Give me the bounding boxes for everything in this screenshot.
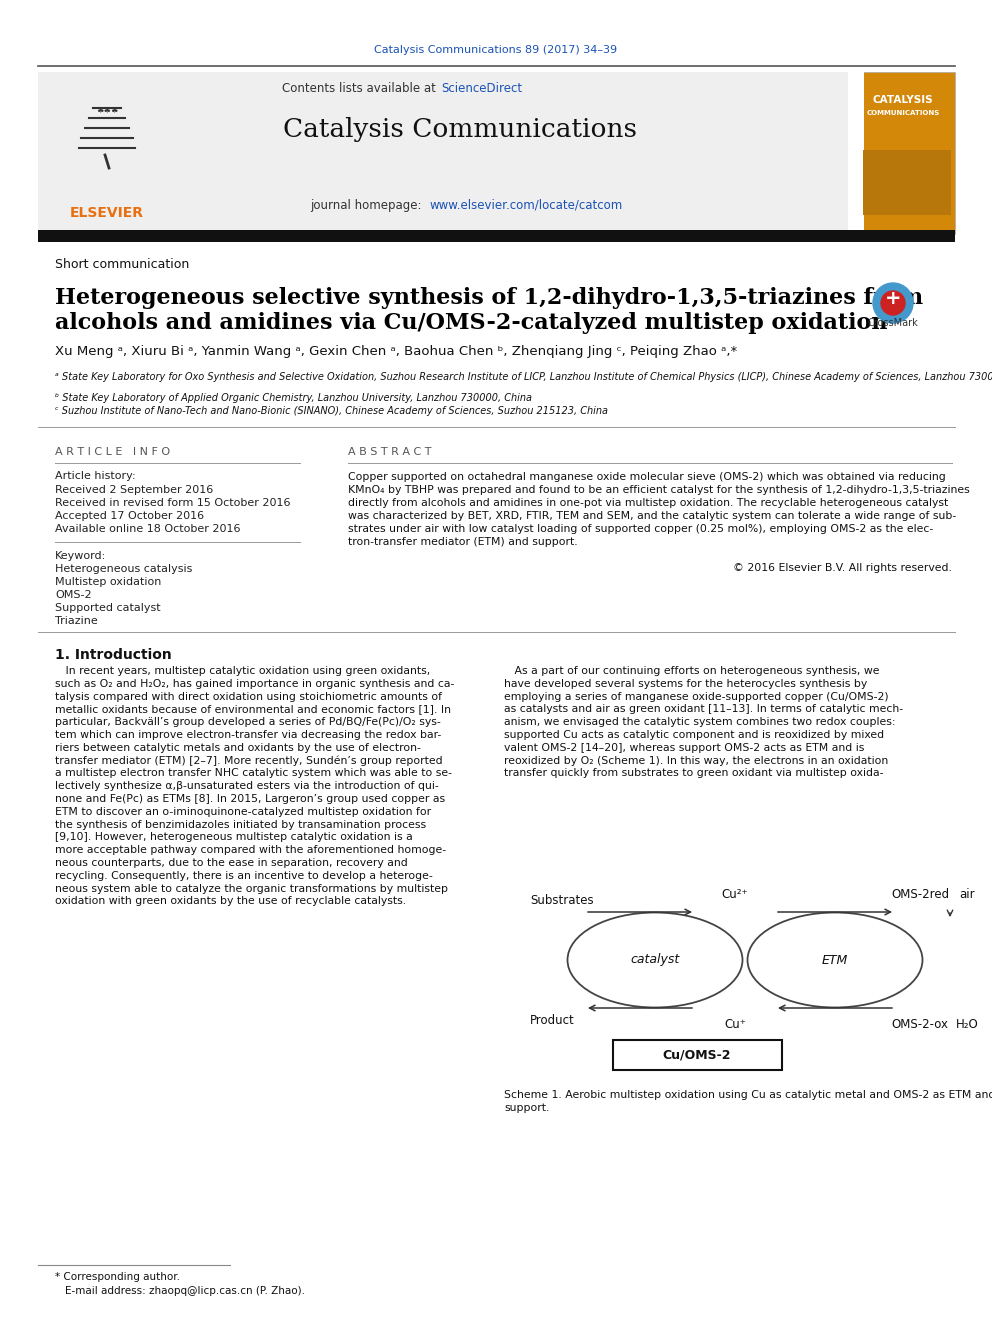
Text: Catalysis Communications: Catalysis Communications bbox=[283, 118, 637, 143]
Text: lectively synthesize α,β-unsaturated esters via the introduction of qui-: lectively synthesize α,β-unsaturated est… bbox=[55, 781, 438, 791]
Text: such as O₂ and H₂O₂, has gained importance in organic synthesis and ca-: such as O₂ and H₂O₂, has gained importan… bbox=[55, 679, 454, 689]
Text: valent OMS-2 [14–20], whereas support OMS-2 acts as ETM and is: valent OMS-2 [14–20], whereas support OM… bbox=[504, 742, 864, 753]
Text: as catalysts and air as green oxidant [11–13]. In terms of catalytic mech-: as catalysts and air as green oxidant [1… bbox=[504, 704, 903, 714]
FancyBboxPatch shape bbox=[852, 71, 864, 234]
Text: tem which can improve electron-transfer via decreasing the redox bar-: tem which can improve electron-transfer … bbox=[55, 730, 441, 740]
Text: neous system able to catalyze the organic transformations by multistep: neous system able to catalyze the organi… bbox=[55, 884, 448, 893]
Text: particular, Backväll’s group developed a series of Pd/BQ/Fe(Pc)/O₂ sys-: particular, Backväll’s group developed a… bbox=[55, 717, 440, 728]
Text: Cu⁺: Cu⁺ bbox=[724, 1019, 746, 1032]
Text: Scheme 1. Aerobic multistep oxidation using Cu as catalytic metal and OMS-2 as E: Scheme 1. Aerobic multistep oxidation us… bbox=[504, 1090, 992, 1099]
Text: In recent years, multistep catalytic oxidation using green oxidants,: In recent years, multistep catalytic oxi… bbox=[55, 665, 431, 676]
Text: transfer quickly from substrates to green oxidant via multistep oxida-: transfer quickly from substrates to gree… bbox=[504, 769, 884, 778]
Text: more acceptable pathway compared with the aforementioned homoge-: more acceptable pathway compared with th… bbox=[55, 845, 446, 855]
Text: [9,10]. However, heterogeneous multistep catalytic oxidation is a: [9,10]. However, heterogeneous multistep… bbox=[55, 832, 413, 843]
Text: CATALYSIS: CATALYSIS bbox=[873, 95, 933, 105]
Text: Copper supported on octahedral manganese oxide molecular sieve (OMS-2) which was: Copper supported on octahedral manganese… bbox=[348, 472, 945, 482]
Text: none and Fe(Pc) as ETMs [8]. In 2015, Largeron’s group used copper as: none and Fe(Pc) as ETMs [8]. In 2015, La… bbox=[55, 794, 445, 804]
Text: Product: Product bbox=[530, 1013, 574, 1027]
Text: journal homepage:: journal homepage: bbox=[310, 198, 429, 212]
Text: A B S T R A C T: A B S T R A C T bbox=[348, 447, 432, 456]
Text: Supported catalyst: Supported catalyst bbox=[55, 603, 161, 613]
Text: tron-transfer mediator (ETM) and support.: tron-transfer mediator (ETM) and support… bbox=[348, 537, 577, 546]
Text: Article history:: Article history: bbox=[55, 471, 136, 482]
Text: Short communication: Short communication bbox=[55, 258, 189, 271]
Text: the synthesis of benzimidazoles initiated by transamination process: the synthesis of benzimidazoles initiate… bbox=[55, 820, 427, 830]
Text: ETM: ETM bbox=[822, 954, 848, 967]
Text: ♣♣♣: ♣♣♣ bbox=[96, 106, 118, 115]
Text: have developed several systems for the heterocycles synthesis by: have developed several systems for the h… bbox=[504, 679, 867, 689]
Text: Cu/OMS-2: Cu/OMS-2 bbox=[663, 1049, 731, 1061]
Text: 1. Introduction: 1. Introduction bbox=[55, 648, 172, 662]
Text: OMS-2: OMS-2 bbox=[55, 590, 91, 601]
Text: air: air bbox=[959, 889, 975, 901]
Text: Heterogeneous selective synthesis of 1,2-dihydro-1,3,5-triazines from: Heterogeneous selective synthesis of 1,2… bbox=[55, 287, 924, 310]
Text: www.elsevier.com/locate/catcom: www.elsevier.com/locate/catcom bbox=[430, 198, 623, 212]
Text: catalyst: catalyst bbox=[630, 954, 680, 967]
Text: transfer mediator (ETM) [2–7]. More recently, Sundén’s group reported: transfer mediator (ETM) [2–7]. More rece… bbox=[55, 755, 442, 766]
Text: OMS-2red: OMS-2red bbox=[891, 889, 949, 901]
Text: ELSEVIER: ELSEVIER bbox=[70, 206, 144, 220]
Text: recycling. Consequently, there is an incentive to develop a heteroge-: recycling. Consequently, there is an inc… bbox=[55, 871, 433, 881]
Text: Available online 18 October 2016: Available online 18 October 2016 bbox=[55, 524, 240, 534]
Text: strates under air with low catalyst loading of supported copper (0.25 mol%), emp: strates under air with low catalyst load… bbox=[348, 524, 933, 534]
Text: Received 2 September 2016: Received 2 September 2016 bbox=[55, 486, 213, 495]
Text: COMMUNICATIONS: COMMUNICATIONS bbox=[866, 110, 939, 116]
Circle shape bbox=[873, 283, 913, 323]
Text: Xu Meng ᵃ, Xiuru Bi ᵃ, Yanmin Wang ᵃ, Gexin Chen ᵃ, Baohua Chen ᵇ, Zhenqiang Jin: Xu Meng ᵃ, Xiuru Bi ᵃ, Yanmin Wang ᵃ, Ge… bbox=[55, 345, 737, 359]
Text: Cu²⁺: Cu²⁺ bbox=[722, 889, 748, 901]
Text: KMnO₄ by TBHP was prepared and found to be an efficient catalyst for the synthes: KMnO₄ by TBHP was prepared and found to … bbox=[348, 486, 970, 495]
Circle shape bbox=[881, 291, 905, 315]
FancyBboxPatch shape bbox=[38, 71, 848, 232]
Text: anism, we envisaged the catalytic system combines two redox couples:: anism, we envisaged the catalytic system… bbox=[504, 717, 896, 728]
FancyBboxPatch shape bbox=[863, 149, 951, 216]
Text: E-mail address: zhaopq@licp.cas.cn (P. Zhao).: E-mail address: zhaopq@licp.cas.cn (P. Z… bbox=[65, 1286, 305, 1297]
Text: Triazine: Triazine bbox=[55, 617, 98, 626]
Text: neous counterparts, due to the ease in separation, recovery and: neous counterparts, due to the ease in s… bbox=[55, 859, 408, 868]
Text: Substrates: Substrates bbox=[530, 893, 593, 906]
Text: ETM to discover an o-iminoquinone-catalyzed multistep oxidation for: ETM to discover an o-iminoquinone-cataly… bbox=[55, 807, 432, 816]
Text: alcohols and amidines via Cu/OMS-2-catalyzed multistep oxidation: alcohols and amidines via Cu/OMS-2-catal… bbox=[55, 312, 888, 333]
Text: directly from alcohols and amidines in one-pot via multistep oxidation. The recy: directly from alcohols and amidines in o… bbox=[348, 497, 948, 508]
Text: metallic oxidants because of environmental and economic factors [1]. In: metallic oxidants because of environment… bbox=[55, 704, 451, 714]
Text: +: + bbox=[885, 288, 902, 307]
Text: Received in revised form 15 October 2016: Received in revised form 15 October 2016 bbox=[55, 497, 291, 508]
Text: reoxidized by O₂ (Scheme 1). In this way, the electrons in an oxidation: reoxidized by O₂ (Scheme 1). In this way… bbox=[504, 755, 888, 766]
Text: * Corresponding author.: * Corresponding author. bbox=[55, 1271, 180, 1282]
FancyBboxPatch shape bbox=[613, 1040, 782, 1070]
Text: ᵇ State Key Laboratory of Applied Organic Chemistry, Lanzhou University, Lanzhou: ᵇ State Key Laboratory of Applied Organi… bbox=[55, 393, 532, 404]
FancyBboxPatch shape bbox=[852, 71, 955, 234]
Text: ᵃ State Key Laboratory for Oxo Synthesis and Selective Oxidation, Suzhou Researc: ᵃ State Key Laboratory for Oxo Synthesis… bbox=[55, 372, 992, 382]
Text: As a part of our continuing efforts on heterogeneous synthesis, we: As a part of our continuing efforts on h… bbox=[504, 665, 880, 676]
Text: Keyword:: Keyword: bbox=[55, 550, 106, 561]
Text: Contents lists available at: Contents lists available at bbox=[283, 82, 440, 94]
FancyBboxPatch shape bbox=[38, 230, 955, 242]
Text: Accepted 17 October 2016: Accepted 17 October 2016 bbox=[55, 511, 204, 521]
Text: Catalysis Communications 89 (2017) 34–39: Catalysis Communications 89 (2017) 34–39 bbox=[374, 45, 618, 56]
Text: supported Cu acts as catalytic component and is reoxidized by mixed: supported Cu acts as catalytic component… bbox=[504, 730, 884, 740]
Text: H₂O: H₂O bbox=[955, 1019, 978, 1032]
Text: was characterized by BET, XRD, FTIR, TEM and SEM, and the catalytic system can t: was characterized by BET, XRD, FTIR, TEM… bbox=[348, 511, 956, 521]
Text: oxidation with green oxidants by the use of recyclable catalysts.: oxidation with green oxidants by the use… bbox=[55, 897, 406, 906]
Text: A R T I C L E   I N F O: A R T I C L E I N F O bbox=[55, 447, 170, 456]
Text: ScienceDirect: ScienceDirect bbox=[441, 82, 522, 94]
Text: riers between catalytic metals and oxidants by the use of electron-: riers between catalytic metals and oxida… bbox=[55, 742, 421, 753]
Text: Heterogeneous catalysis: Heterogeneous catalysis bbox=[55, 564, 192, 574]
Text: © 2016 Elsevier B.V. All rights reserved.: © 2016 Elsevier B.V. All rights reserved… bbox=[733, 564, 952, 573]
Text: talysis compared with direct oxidation using stoichiometric amounts of: talysis compared with direct oxidation u… bbox=[55, 692, 442, 701]
Text: OMS-2-ox: OMS-2-ox bbox=[892, 1019, 948, 1032]
Text: ᶜ Suzhou Institute of Nano-Tech and Nano-Bionic (SINANO), Chinese Academy of Sci: ᶜ Suzhou Institute of Nano-Tech and Nano… bbox=[55, 406, 608, 415]
Text: employing a series of manganese oxide-supported copper (Cu/OMS-2): employing a series of manganese oxide-su… bbox=[504, 692, 889, 701]
Text: support.: support. bbox=[504, 1103, 550, 1113]
Text: a multistep electron transfer NHC catalytic system which was able to se-: a multistep electron transfer NHC cataly… bbox=[55, 769, 452, 778]
Text: Multistep oxidation: Multistep oxidation bbox=[55, 577, 162, 587]
Text: CrossMark: CrossMark bbox=[868, 318, 919, 328]
